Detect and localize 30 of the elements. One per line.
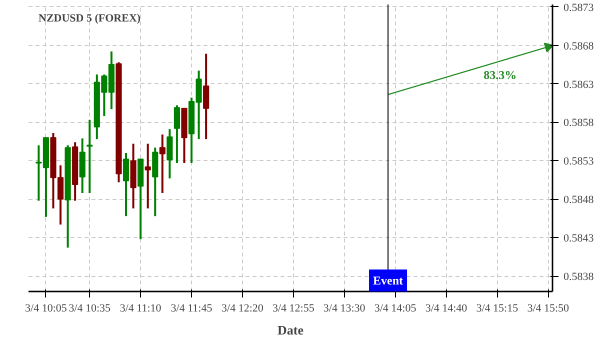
x-tick-label: 3/4 15:15	[476, 302, 519, 314]
y-tick-label: 0.5858	[564, 117, 594, 130]
x-tick-label: 3/4 14:05	[374, 302, 417, 314]
x-tick-label: 3/4 13:30	[323, 302, 366, 314]
y-tick-label: 0.5863	[564, 78, 594, 91]
x-tick-label: 3/4 12:20	[222, 302, 264, 314]
candlestick	[174, 104, 180, 164]
y-tick-label: 0.5838	[564, 271, 594, 284]
y-tick-label: 0.5848	[564, 194, 594, 206]
x-tick-label: 3/4 10:05	[25, 302, 68, 314]
text: NZDUSD 5 (FOREX)	[38, 12, 141, 24]
x-tick-label: 3/4 14:40	[425, 302, 468, 314]
y-tick-label: 0.5843	[564, 232, 594, 245]
candlestick	[144, 142, 151, 210]
annotation: 83.3%	[484, 68, 517, 82]
x-tick-label: 3/4 11:10	[120, 302, 162, 314]
candlestick	[166, 128, 173, 180]
x-tick-label: 3/4 10:35	[68, 302, 112, 314]
y-tick-label: 0.5873	[564, 2, 594, 14]
x-tick-label: 3/4 15:50	[527, 302, 570, 314]
x-tick-label: 3/4 11:45	[170, 302, 213, 314]
candlestick	[122, 152, 130, 218]
ref-line-label: Event	[373, 274, 404, 288]
x-axis-title: Date	[278, 322, 304, 338]
y-tick-label: 0.5868	[564, 40, 594, 52]
x-tick-label: 3/4 12:55	[272, 302, 315, 314]
candlestick	[159, 134, 166, 194]
y-tick-label: 0.5853	[564, 156, 594, 168]
candlestick	[86, 118, 93, 194]
candlestick	[203, 52, 210, 140]
